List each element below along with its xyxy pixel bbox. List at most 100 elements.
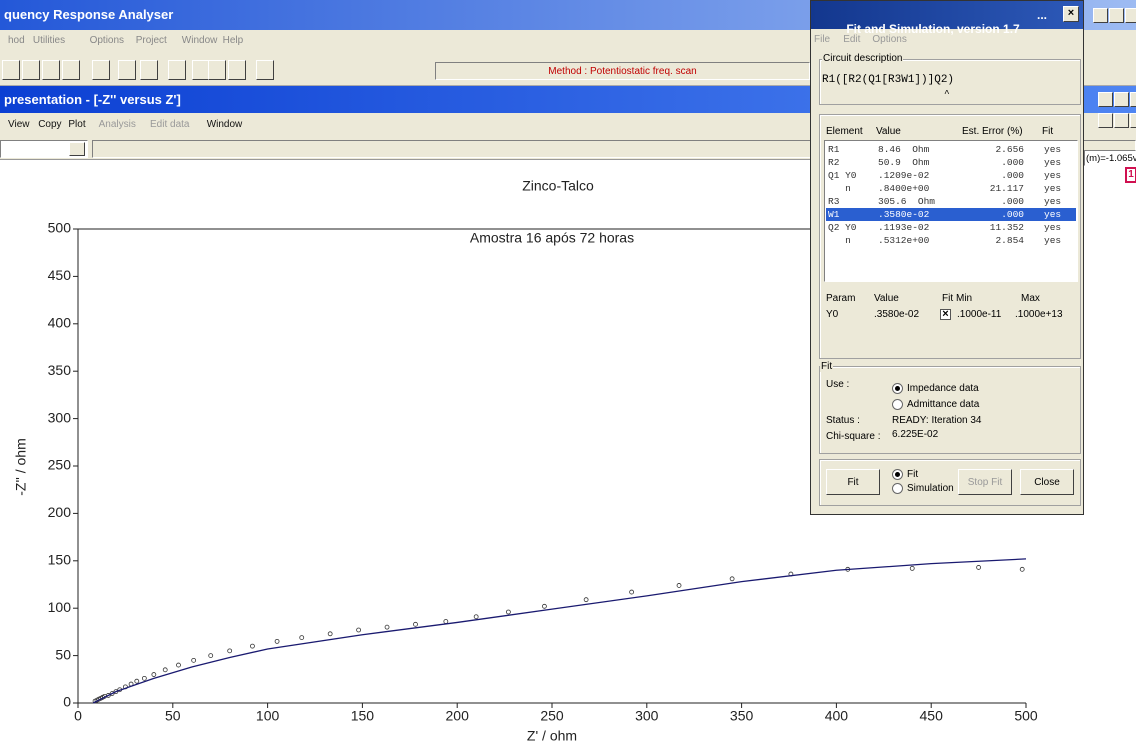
menu-item[interactable]: Window [181,35,218,46]
button[interactable]: Stop Fit [958,469,1012,495]
menu-item[interactable]: Options [89,35,125,46]
list-row[interactable]: R3 305.6 Ohm .000 yes [826,195,1076,208]
menu-item[interactable]: File [814,34,831,45]
data-point [629,589,635,595]
combo-box[interactable] [0,140,88,158]
x-tick-label: 400 [825,708,849,724]
window-button[interactable] [1093,8,1108,23]
x-tick-label: 450 [920,708,944,724]
tool-button[interactable] [140,60,158,80]
child-title: presentation - [-Z'' versus Z'] [4,92,181,107]
list-row[interactable]: W1 .3580e-02 .000 yes [826,208,1076,221]
tool-button[interactable] [168,60,186,80]
tool-button[interactable] [208,60,226,80]
data-point [250,643,255,649]
y-tick-label: 300 [48,409,72,425]
menu-item[interactable]: Project [135,35,167,46]
radio[interactable] [892,483,903,494]
column-header: Est. Error (%) [962,126,1023,137]
list-cell: W1 [828,209,840,220]
list-cell: 305.6 Ohm [878,196,936,207]
list-cell: 2.854 [995,235,1024,246]
list-cell: yes [1044,170,1062,181]
data-point [413,621,418,627]
list-row[interactable]: n .8400e+00 21.117 yes [826,182,1076,195]
window-button[interactable] [1098,92,1113,107]
fit-legend: Fit [820,361,834,372]
radio-label: Fit [907,469,919,480]
circuit-legend: Circuit description [822,53,904,64]
close-button[interactable]: × [1063,6,1079,22]
radio[interactable] [892,469,903,480]
menu-item[interactable]: Copy [38,119,62,130]
fit-checkbox[interactable]: × [940,309,951,320]
column-header: Value [876,126,901,137]
tool-button[interactable] [92,60,110,80]
list-cell: 2.656 [995,144,1024,155]
y-tick-label: 200 [48,504,72,520]
list-row[interactable]: Q1 Y0 .1209e-02 .000 yes [826,169,1076,182]
tool-button[interactable] [118,60,136,80]
tool-button[interactable] [256,60,274,80]
window-button[interactable] [1114,113,1129,128]
status-text: Method : Potentiostatic freq. scan [548,66,697,77]
y-tick-label: 50 [55,646,71,662]
x-tick-label: 150 [351,708,375,724]
menu-item[interactable]: Window [206,119,243,130]
tool-button[interactable] [42,60,60,80]
fit-window: Fit and Simulation, version 1.7 ... × Fi… [810,0,1084,515]
menu-item[interactable]: Help [222,35,244,46]
combo-arrow[interactable] [69,142,85,156]
tool-button[interactable] [62,60,80,80]
list-cell: .000 [1001,196,1024,207]
window-button[interactable] [1114,92,1129,107]
menu-item[interactable]: Utilities [32,35,66,46]
right-strip: (m)=-1.065v 1 [1084,0,1136,183]
menu-item[interactable]: Plot [68,119,86,130]
tool-button[interactable] [2,60,20,80]
menu-item[interactable]: hod [8,35,25,46]
y-tick-label: 400 [48,315,72,331]
param-header: Param [826,293,856,304]
list-cell: yes [1044,183,1062,194]
list-cell: yes [1044,235,1062,246]
x-tick-label: 350 [730,708,754,724]
y-tick-label: 150 [48,552,72,568]
list-row[interactable]: n .5312e+00 2.854 yes [826,234,1076,247]
radio-label: Impedance data [907,383,979,394]
element-list[interactable]: R1 8.46 Ohm 2.656 yes R2 50.9 Ohm .000 yes Q1 Y0… [824,140,1078,282]
x-axis-label: Z' / ohm [527,728,577,744]
tool-button[interactable] [228,60,246,80]
button[interactable]: Close [1020,469,1074,495]
list-row[interactable]: R1 8.46 Ohm 2.656 yes [826,143,1076,156]
x-tick-label: 100 [256,708,280,724]
status: READY: Iteration 34 [892,415,982,426]
list-row[interactable]: Q2 Y0 .1193e-02 11.352 yes [826,221,1076,234]
chart: Zinco-Talco Amostra 16 após 72 horas Z' … [13,178,1038,744]
data-point [141,675,147,681]
x-tick-label: 200 [446,708,470,724]
menu-item[interactable]: Analysis [98,119,136,130]
window-button[interactable] [1130,92,1136,107]
list-cell: yes [1044,222,1062,233]
window-button[interactable] [1130,113,1136,128]
menu-item[interactable]: Options [872,34,907,45]
button[interactable]: Fit [826,469,880,495]
x-tick-label: 250 [540,708,564,724]
side-text: (m)=-1.065v [1086,153,1136,164]
chi-label: Chi-square : [826,431,881,442]
radio[interactable] [892,399,903,410]
tool-button[interactable] [22,60,40,80]
menu-item[interactable]: Edit data [150,119,190,130]
list-row[interactable]: R2 50.9 Ohm .000 yes [826,156,1076,169]
window-button[interactable] [1098,113,1113,128]
menu-item[interactable]: View [8,119,30,130]
param-header: Min [956,293,973,304]
radio[interactable] [892,383,903,394]
menu-item[interactable]: Edit [843,34,861,45]
y-tick-label: 250 [48,457,72,473]
window-button[interactable] [1109,8,1124,23]
use-label: Use : [826,379,850,390]
window-button[interactable] [1125,8,1136,23]
